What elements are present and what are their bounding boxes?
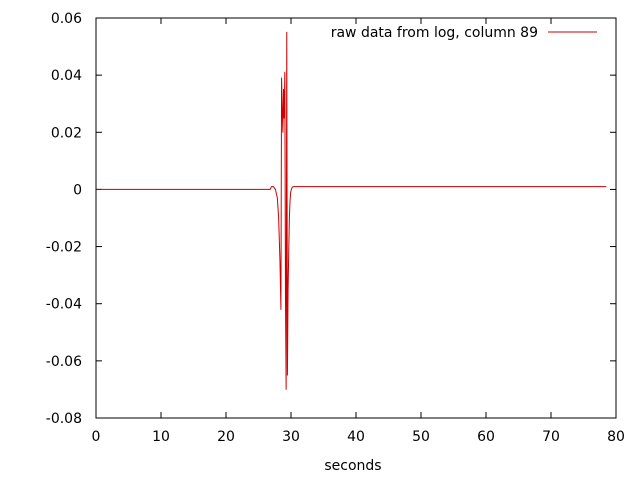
y-tick-label: -0.04 [46,297,82,313]
legend: raw data from log, column 89 [331,25,597,41]
y-tick-label: -0.08 [46,411,82,427]
y-tick-label: 0 [73,182,82,198]
plot-frame [95,17,617,419]
x-tick-label: 80 [607,429,625,445]
x-tick-label: 60 [477,429,495,445]
y-tick-label: 0.06 [51,11,82,27]
x-tick-label: 0 [92,429,101,445]
series-layer [96,31,607,390]
x-tick-label: 10 [152,429,170,445]
x-tick-label: 30 [282,429,300,445]
y-tick-label: -0.06 [46,354,82,370]
x-tick-label: 20 [217,429,235,445]
legend-label: raw data from log, column 89 [331,25,538,41]
x-axis-label: seconds [324,458,381,474]
y-tick-label: 0.04 [51,68,82,84]
series-line [96,31,607,390]
x-tick-label: 40 [347,429,365,445]
x-tick-label: 70 [542,429,560,445]
x-tick-label: 50 [412,429,430,445]
tick-labels-layer: 0 10 20 30 40 50 60 70 80 -0.08 -0.06 -0.04 -0.02 0 0.… [46,11,625,445]
y-tick-label: 0.02 [51,125,82,141]
y-tick-label: -0.02 [46,240,82,256]
